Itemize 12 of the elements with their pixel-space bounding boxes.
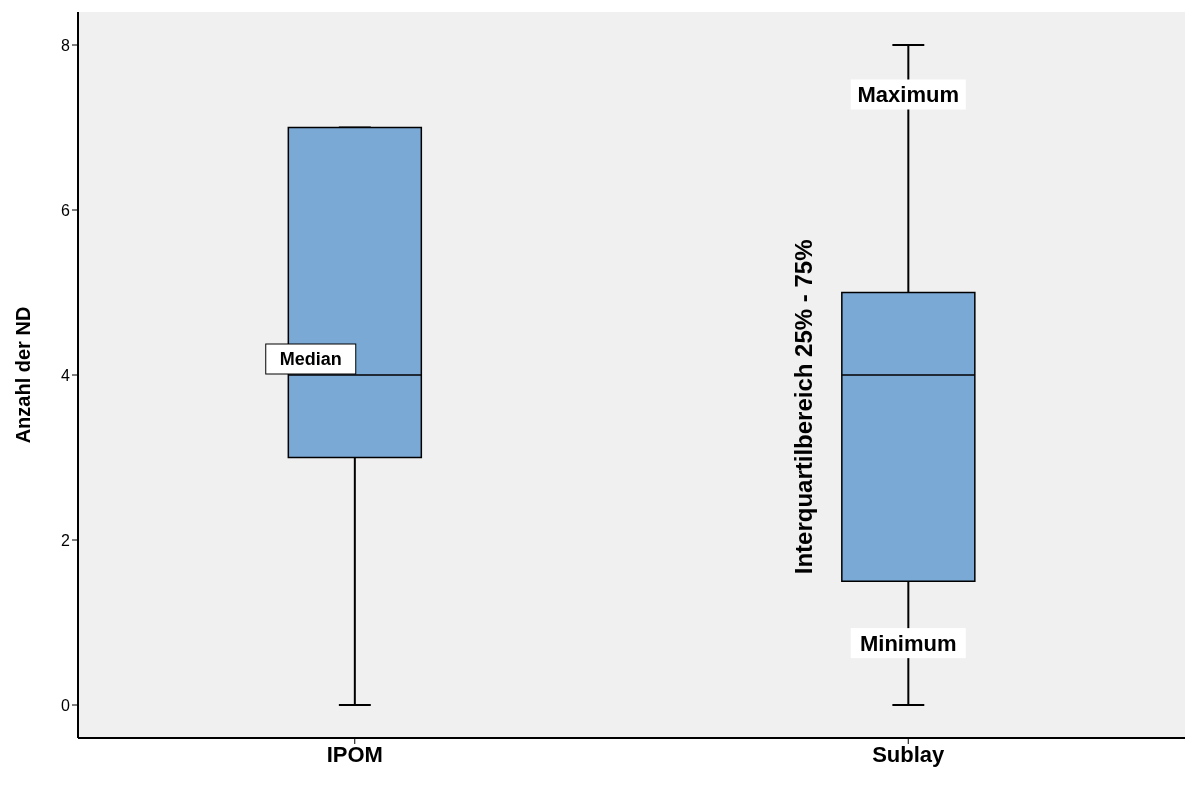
- annotation: Median: [279, 349, 342, 369]
- annotation: Minimum: [859, 630, 957, 656]
- y-tick-label: 0: [61, 696, 71, 714]
- y-tick-label: 6: [61, 201, 71, 219]
- x-tick-label: Sublay: [872, 741, 946, 767]
- y-axis-title: Anzahl der ND: [12, 306, 35, 444]
- y-tick-label: 8: [61, 36, 71, 54]
- y-tick-label: 4: [61, 366, 71, 384]
- annotation: Maximum: [857, 82, 959, 107]
- x-tick-label: IPOM: [326, 741, 383, 767]
- y-tick-label: 2: [61, 531, 71, 549]
- annotation: Interquartilbereich 25% - 75%: [789, 239, 817, 575]
